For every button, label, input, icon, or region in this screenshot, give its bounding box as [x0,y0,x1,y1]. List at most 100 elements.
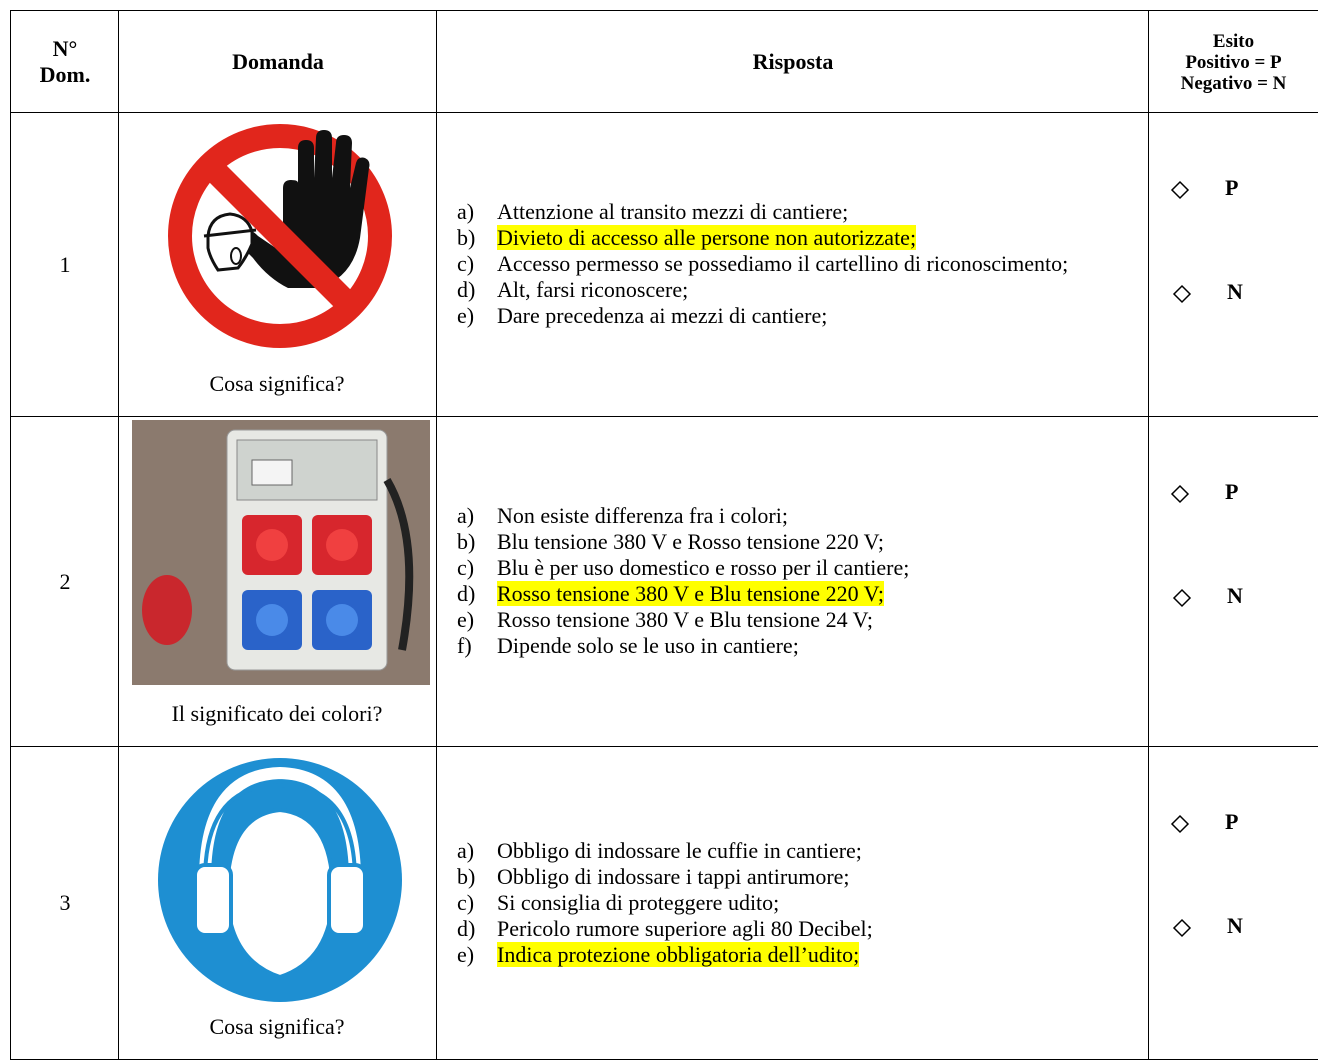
outcome-option: N [1227,913,1243,938]
answer-marker: b) [457,529,476,554]
question-text: Il significato dei colori? [171,701,383,726]
answer-text-content: Blu è per uso domestico e rosso per il c… [497,555,910,580]
option-diamond[interactable] [1172,918,1192,938]
answer-text: Blu tensione 380 V e Rosso tensione 220 … [497,529,1127,555]
answer-text-content: Obbligo di indossare i tappi antirumore; [497,863,850,889]
answer-text: Rosso tensione 380 V e Blu tensione 24 V… [497,607,1127,633]
answer: c) Accesso permesso se possediamo il cart… [457,251,1127,277]
answer: c) Si consiglia di proteggere udito; [457,890,1127,916]
answer-text-content: Non esiste differenza fra i colori; [497,503,788,528]
answer-text-content: Blu tensione 380 V e Rosso tensione 220 … [497,529,885,554]
outcome-option: P [1225,479,1239,504]
answer-text-content: Obbligo di indossare le cuffie in cantie… [497,837,862,863]
answer-list: a) Obbligo di indossare le cuffie in cant… [457,838,1127,968]
header-cell: N° Dom. [10,10,119,113]
outcome-cell [1148,746,1318,1060]
answer: d) Alt, farsi riconoscere; [457,277,1127,303]
answer-marker: d) [457,581,476,606]
answer-marker: b) [457,225,476,250]
answer: e) Indica protezione obbligatoria dell’ud… [457,941,1127,968]
answer-text: Accesso permesso se possediamo il cartel… [497,251,1127,277]
outcome-option: N [1227,279,1243,304]
answer-text-content: Rosso tensione 380 V e Blu tensione 220 … [497,581,885,606]
answer-text-content: Alt, farsi riconoscere; [497,277,689,302]
answer-marker: e) [457,607,475,632]
outcome-cell [1148,416,1318,747]
header-cell: Domanda [118,10,437,113]
answer-cell [436,112,1149,417]
question-cell [118,746,437,1060]
answer-text-content: Dare precedenza ai mezzi di cantiere; [497,303,828,328]
answer-marker: f) [457,633,472,658]
question-text: Cosa significa? [209,1014,345,1039]
option-diamond[interactable] [1172,588,1192,608]
outcome-option: P [1225,175,1239,200]
answer: a) Attenzione al transito mezzi di cantie… [457,199,1127,225]
answer-list: a) Non esiste differenza fra i colori; b) B… [457,503,1127,659]
answer: f) Dipende solo se le uso in cantiere; [457,633,1127,659]
header-line: Esito [1212,30,1255,52]
outcome-cell [1148,112,1318,417]
option-diamond[interactable] [1172,284,1192,304]
answer-text-content: Pericolo rumore superiore agli 80 Decibe… [497,915,873,941]
answer-marker: c) [457,889,475,915]
hearing-protection-sign [158,758,402,1002]
header-line: Positivo = P [1185,51,1282,73]
header-line: N° [52,36,78,61]
answer-marker: c) [457,555,475,580]
answer-text: Obbligo di indossare i tappi antirumore; [497,864,1127,890]
answer-marker: c) [457,251,475,276]
answer: e) Dare precedenza ai mezzi di cantiere; [457,303,1127,329]
answer: b) Obbligo di indossare i tappi antirumor… [457,864,1127,890]
answer: a) Non esiste differenza fra i colori; [457,503,1127,529]
header-line: Negativo = N [1180,72,1287,94]
question-text: Cosa significa? [209,371,345,396]
header-text: N° Dom. [40,36,91,88]
number-cell: 3 [10,746,119,1060]
answer-text: Dipende solo se le uso in cantiere; [497,633,1127,659]
answer: d) Rosso tensione 380 V e Blu tensione 22… [457,581,1127,607]
answer-text: Si consiglia di proteggere udito; [497,890,1127,916]
answer-text: Divieto di accesso alle persone non auto… [497,225,1127,251]
answer: b) Blu tensione 380 V e Rosso tensione 22… [457,529,1127,555]
answer-marker: d) [457,277,476,302]
answer-text: Obbligo di indossare le cuffie in cantie… [497,838,1127,864]
header-text: Esito Positivo = P Negativo = N [1181,31,1287,94]
answer-text-content: Indica protezione obbligatoria dell’udit… [497,941,860,967]
socket-photo [132,420,430,685]
answer-text-content: Si consiglia di proteggere udito; [497,889,780,915]
answer-text-content: Rosso tensione 380 V e Blu tensione 24 V… [497,607,874,632]
header-cell: Risposta [436,10,1149,113]
answer: b) Divieto di accesso alle persone non au… [457,225,1127,251]
answer-marker: a) [457,199,475,224]
answer-cell [436,746,1149,1060]
answer-marker: e) [457,941,475,967]
answer-text: Indica protezione obbligatoria dell’udit… [497,941,1127,968]
answer-text-content: Accesso permesso se possediamo il cartel… [497,251,1069,276]
option-diamond[interactable] [1170,180,1190,200]
header-line: Dom. [39,62,91,87]
answer-marker: a) [457,837,475,863]
answer-text-content: Divieto di accesso alle persone non auto… [497,225,917,250]
answer-list: a) Attenzione al transito mezzi di cantie… [457,199,1127,329]
answer-text: Blu è per uso domestico e rosso per il c… [497,555,1127,581]
answer-text: Dare precedenza ai mezzi di cantiere; [497,303,1127,329]
header-cell: Esito Positivo = P Negativo = N [1148,10,1318,113]
answer-marker: b) [457,863,476,889]
option-diamond[interactable] [1170,484,1190,504]
answer: a) Obbligo di indossare le cuffie in cant… [457,838,1127,864]
question-cell [118,112,437,417]
prohibition-sign [168,124,392,348]
answer-marker: d) [457,915,476,941]
answer-cell [436,416,1149,747]
answer: e) Rosso tensione 380 V e Blu tensione 24… [457,607,1127,633]
answer-text-content: Attenzione al transito mezzi di cantiere… [497,199,849,224]
option-diamond[interactable] [1170,814,1190,834]
answer-marker: e) [457,303,475,328]
answer-text: Pericolo rumore superiore agli 80 Decibe… [497,916,1127,942]
answer: d) Pericolo rumore superiore agli 80 Deci… [457,916,1127,942]
answer-text: Rosso tensione 380 V e Blu tensione 220 … [497,581,1127,607]
outcome-option: P [1225,809,1239,834]
question-cell [118,416,437,747]
